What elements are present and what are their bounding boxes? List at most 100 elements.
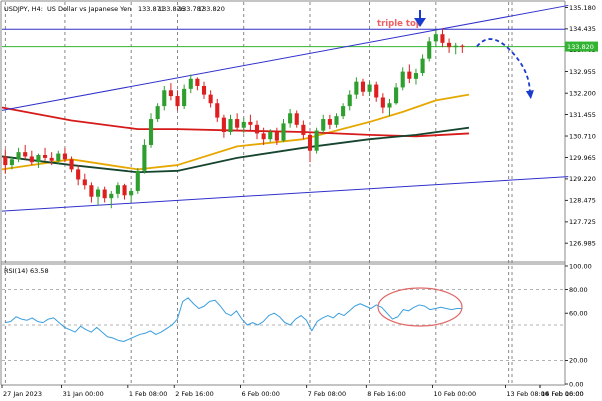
candle-body bbox=[341, 106, 346, 117]
candle-body bbox=[36, 155, 41, 163]
candle-body bbox=[433, 34, 438, 42]
ohlc-open: 133.871 bbox=[138, 5, 165, 13]
candle-body bbox=[261, 133, 266, 140]
time-tick-label: 10 Feb 00:00 bbox=[434, 390, 477, 398]
candle-body bbox=[162, 90, 167, 107]
triple-top-label: triple top bbox=[377, 19, 422, 29]
candle-body bbox=[42, 155, 48, 158]
time-tick-label: 6 Feb 00:00 bbox=[241, 390, 280, 398]
candle-body bbox=[347, 94, 352, 107]
rsi-line bbox=[5, 297, 463, 343]
current-price-tag-label: 133.820 bbox=[567, 43, 594, 51]
candle-body bbox=[49, 157, 54, 161]
description-label: US Dollar vs Japanese Yen bbox=[47, 5, 131, 13]
candle-body bbox=[62, 153, 67, 160]
candle-body bbox=[307, 134, 313, 151]
candle-body bbox=[9, 159, 14, 166]
candles bbox=[3, 28, 465, 209]
candle-body bbox=[29, 156, 34, 163]
candle-body bbox=[221, 117, 226, 132]
candle-body bbox=[268, 132, 273, 140]
time-tick-label: 14 Feb 16:00 bbox=[541, 390, 584, 398]
candle-body bbox=[69, 159, 74, 170]
projection-arrowhead bbox=[525, 90, 534, 100]
candle-body bbox=[56, 153, 61, 161]
candle-body bbox=[215, 103, 220, 118]
triple-top-arrow-head bbox=[414, 18, 426, 27]
projection-path bbox=[476, 38, 531, 94]
time-tick-label: 1 Feb 08:00 bbox=[129, 390, 168, 398]
trendlines bbox=[1, 4, 569, 212]
candle-body bbox=[288, 113, 293, 124]
rsi-pane: 100.00 80.00 60.00 20.00 0.00 bbox=[2, 262, 592, 388]
candle-body bbox=[360, 81, 366, 92]
candle-body bbox=[168, 90, 173, 97]
candle-body bbox=[374, 84, 379, 98]
price-tick-label: 126.985 bbox=[569, 239, 596, 247]
candle-body bbox=[274, 132, 279, 141]
candle-body bbox=[115, 185, 120, 194]
projection-arrow bbox=[476, 38, 534, 100]
candle-body bbox=[354, 81, 359, 95]
candle-body bbox=[95, 189, 101, 197]
candle-body bbox=[135, 170, 140, 191]
time-tick-label: 31 Jan 00:00 bbox=[63, 390, 104, 398]
candle-body bbox=[314, 130, 319, 151]
candle-body bbox=[228, 119, 233, 132]
candle-body bbox=[321, 119, 326, 131]
candle-body bbox=[235, 119, 240, 128]
candle-body bbox=[301, 124, 306, 135]
candle-body bbox=[188, 78, 193, 89]
rsi-tick-label: 20.00 bbox=[569, 357, 588, 365]
time-tick-label: 13 Feb 08:00 bbox=[506, 390, 549, 398]
candle-body bbox=[380, 97, 385, 108]
candle-body bbox=[201, 85, 207, 95]
candle-body bbox=[440, 34, 445, 43]
candle-body bbox=[427, 41, 432, 59]
candle-body bbox=[447, 42, 452, 48]
candle-body bbox=[367, 84, 372, 92]
candle-body bbox=[76, 169, 81, 180]
candle-body bbox=[420, 58, 425, 74]
price-tick-label: 129.220 bbox=[569, 175, 596, 183]
price-axis: 135.180134.435133.705132.955132.200131.4… bbox=[565, 4, 598, 247]
candle-body bbox=[394, 87, 399, 104]
price-tick-label: 135.180 bbox=[569, 4, 596, 12]
candle-body bbox=[122, 185, 127, 196]
time-tick-label: 16 Feb 00:00 bbox=[541, 390, 584, 398]
candle-body bbox=[248, 121, 253, 125]
price-tick-label: 132.200 bbox=[569, 89, 596, 97]
ohlc-low: 133.787 bbox=[178, 5, 205, 13]
time-axis: 27 Jan 2023 31 Jan 00:00 1 Feb 08:00 2 Feb … bbox=[1, 385, 584, 398]
chart-header: USDJPY, H4: US Dollar vs Japanese Yen 13… bbox=[4, 5, 225, 13]
rsi-tick-label: 80.00 bbox=[569, 286, 588, 294]
rsi-tick-label: 0.00 bbox=[569, 380, 583, 388]
rsi-tick-label: 100.00 bbox=[569, 262, 592, 270]
candle-body bbox=[148, 119, 154, 145]
rsi-highlight-circle bbox=[377, 287, 463, 327]
candle-body bbox=[400, 71, 405, 88]
current-price-tag bbox=[565, 41, 598, 52]
candle-body bbox=[294, 113, 299, 125]
price-tick-label: 127.725 bbox=[569, 218, 596, 226]
symbol-label: USDJPY, H4: bbox=[4, 5, 43, 13]
candle-body bbox=[281, 123, 286, 141]
candle-body bbox=[334, 116, 339, 125]
ohlc-close: 133.820 bbox=[198, 5, 225, 13]
candle-body bbox=[175, 96, 180, 107]
candle-body bbox=[142, 144, 147, 171]
lower-channel-line bbox=[1, 176, 569, 212]
candle-body bbox=[387, 103, 392, 108]
candle-body bbox=[254, 124, 260, 134]
time-tick-label: 27 Jan 2023 bbox=[3, 390, 42, 398]
rsi-label: RSI(14) 63.58 bbox=[4, 267, 49, 275]
candle-body bbox=[109, 193, 114, 199]
candle-body bbox=[413, 73, 419, 79]
candle-body bbox=[195, 78, 200, 86]
moving-average-orange bbox=[1, 93, 470, 171]
candle-body bbox=[23, 152, 28, 157]
moving-average-dark-green bbox=[1, 126, 470, 174]
